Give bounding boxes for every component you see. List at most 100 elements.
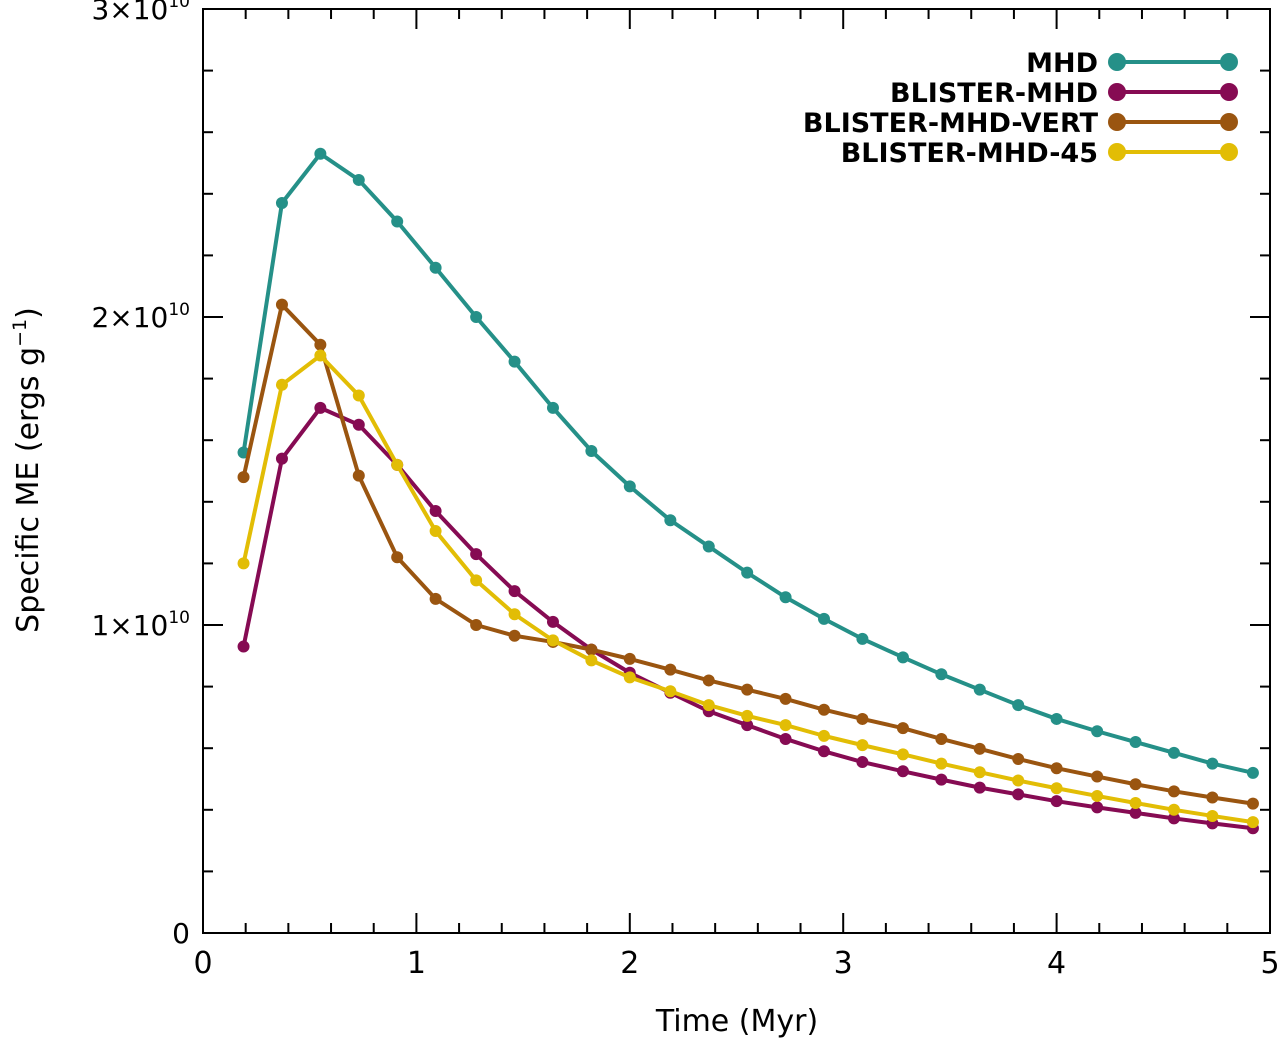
legend-marker	[1108, 83, 1126, 101]
data-point	[1167, 785, 1180, 798]
data-point	[741, 683, 754, 696]
data-point	[1167, 803, 1180, 816]
legend-label: BLISTER-MHD	[890, 78, 1098, 109]
data-point	[623, 652, 636, 665]
data-point	[1129, 797, 1142, 810]
data-point	[508, 629, 521, 642]
legend-marker	[1220, 113, 1238, 131]
data-point	[275, 378, 288, 391]
x-tick-label: 3	[834, 946, 853, 981]
x-axis: 0 1 2 3 4 5	[193, 9, 1280, 981]
data-point	[1091, 725, 1104, 738]
data-point	[896, 722, 909, 735]
data-point	[1206, 791, 1219, 804]
data-point	[623, 671, 636, 684]
data-point	[779, 692, 792, 705]
x-tick-label: 0	[193, 946, 212, 981]
legend: MHDBLISTER-MHDBLISTER-MHD-VERTBLISTER-MH…	[803, 48, 1238, 169]
x-axis-label: Time (Myr)	[655, 1004, 818, 1039]
data-point	[856, 712, 869, 725]
y-tick-label: 1×1010	[91, 608, 190, 642]
data-point	[817, 703, 830, 716]
data-point	[470, 311, 483, 323]
data-point	[1012, 788, 1025, 801]
data-point	[1012, 774, 1025, 787]
legend-item-blister-mhd-vert: BLISTER-MHD-VERT	[803, 108, 1238, 139]
data-point	[856, 739, 869, 752]
data-point	[1206, 757, 1219, 770]
data-point	[935, 757, 948, 770]
data-point	[1167, 746, 1180, 759]
data-point	[508, 355, 521, 368]
data-point	[935, 773, 948, 786]
legend-marker	[1108, 113, 1126, 131]
data-point	[1050, 782, 1063, 795]
data-point	[352, 173, 365, 186]
series-line-blister-mhd	[241, 405, 1254, 831]
series-mhd	[237, 147, 1259, 779]
data-point	[470, 548, 483, 561]
data-point	[779, 591, 792, 604]
data-point	[275, 298, 288, 311]
legend-marker	[1220, 143, 1238, 161]
data-point	[702, 540, 715, 553]
y-axis: 0 1×1010 2×1010 3×1010	[91, 0, 1270, 950]
data-point	[1050, 762, 1063, 775]
legend-label: MHD	[1026, 48, 1098, 79]
data-point	[1129, 778, 1142, 791]
data-point	[664, 685, 677, 698]
data-point	[275, 197, 288, 210]
data-point	[429, 261, 442, 274]
data-point	[1012, 699, 1025, 712]
y-tick-label: 2×1010	[91, 300, 190, 334]
data-point	[741, 566, 754, 579]
data-point	[508, 608, 521, 621]
data-point	[314, 338, 327, 351]
data-point	[470, 619, 483, 631]
data-point	[1167, 812, 1180, 825]
series-blister-mhd-45	[237, 349, 1259, 829]
data-point	[702, 699, 715, 712]
data-point	[314, 349, 327, 362]
data-point	[935, 668, 948, 681]
legend-item-blister-mhd-45: BLISTER-MHD-45	[841, 138, 1238, 169]
data-point	[817, 729, 830, 742]
data-point	[1246, 766, 1259, 779]
data-point	[702, 674, 715, 687]
legend-label: BLISTER-MHD-45	[841, 138, 1098, 169]
data-point	[391, 458, 404, 471]
data-point	[546, 615, 559, 628]
data-point	[1050, 795, 1063, 808]
legend-marker	[1108, 53, 1126, 71]
data-point	[429, 525, 442, 538]
data-point	[1091, 801, 1104, 814]
data-point	[275, 452, 288, 465]
data-point	[817, 612, 830, 625]
data-point	[1012, 752, 1025, 765]
data-point	[470, 574, 483, 587]
data-point	[585, 654, 598, 667]
y-axis-label: Specific ME (ergs g−1)	[9, 307, 46, 633]
y-tick-label: 3×1010	[91, 0, 190, 26]
data-point	[1206, 809, 1219, 822]
plot-frame	[202, 8, 1271, 934]
data-point	[623, 480, 636, 493]
legend-marker	[1220, 83, 1238, 101]
data-point	[429, 505, 442, 518]
data-point	[973, 683, 986, 696]
data-point	[1129, 736, 1142, 749]
series-blister-mhd-vert	[237, 298, 1259, 810]
data-point	[352, 418, 365, 431]
y-tick-label: 0	[172, 917, 190, 950]
legend-marker	[1108, 143, 1126, 161]
data-point	[664, 663, 677, 676]
data-point	[237, 557, 250, 570]
x-tick-label: 5	[1260, 946, 1279, 981]
data-point	[935, 732, 948, 745]
legend-item-mhd: MHD	[1026, 48, 1238, 79]
data-point	[1246, 797, 1259, 810]
data-point	[973, 781, 986, 794]
data-point	[546, 634, 559, 647]
data-point	[314, 147, 327, 160]
